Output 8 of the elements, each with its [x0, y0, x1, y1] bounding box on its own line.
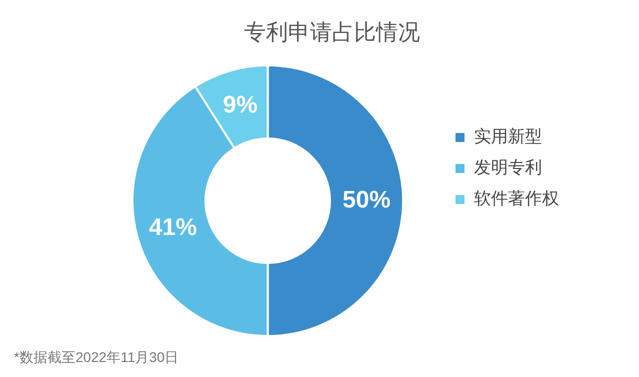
legend-label: 软件著作权: [474, 189, 559, 208]
text: *数据截至2022年11月30日: [14, 348, 179, 365]
data-label: 9%: [222, 91, 258, 118]
legend-label: 实用新型: [474, 127, 542, 146]
legend-label: 发明专利: [474, 158, 542, 178]
data-label: 50%: [342, 186, 391, 214]
chart-title: 专利申请占比情况: [244, 19, 420, 44]
data-label: 41%: [148, 214, 197, 241]
